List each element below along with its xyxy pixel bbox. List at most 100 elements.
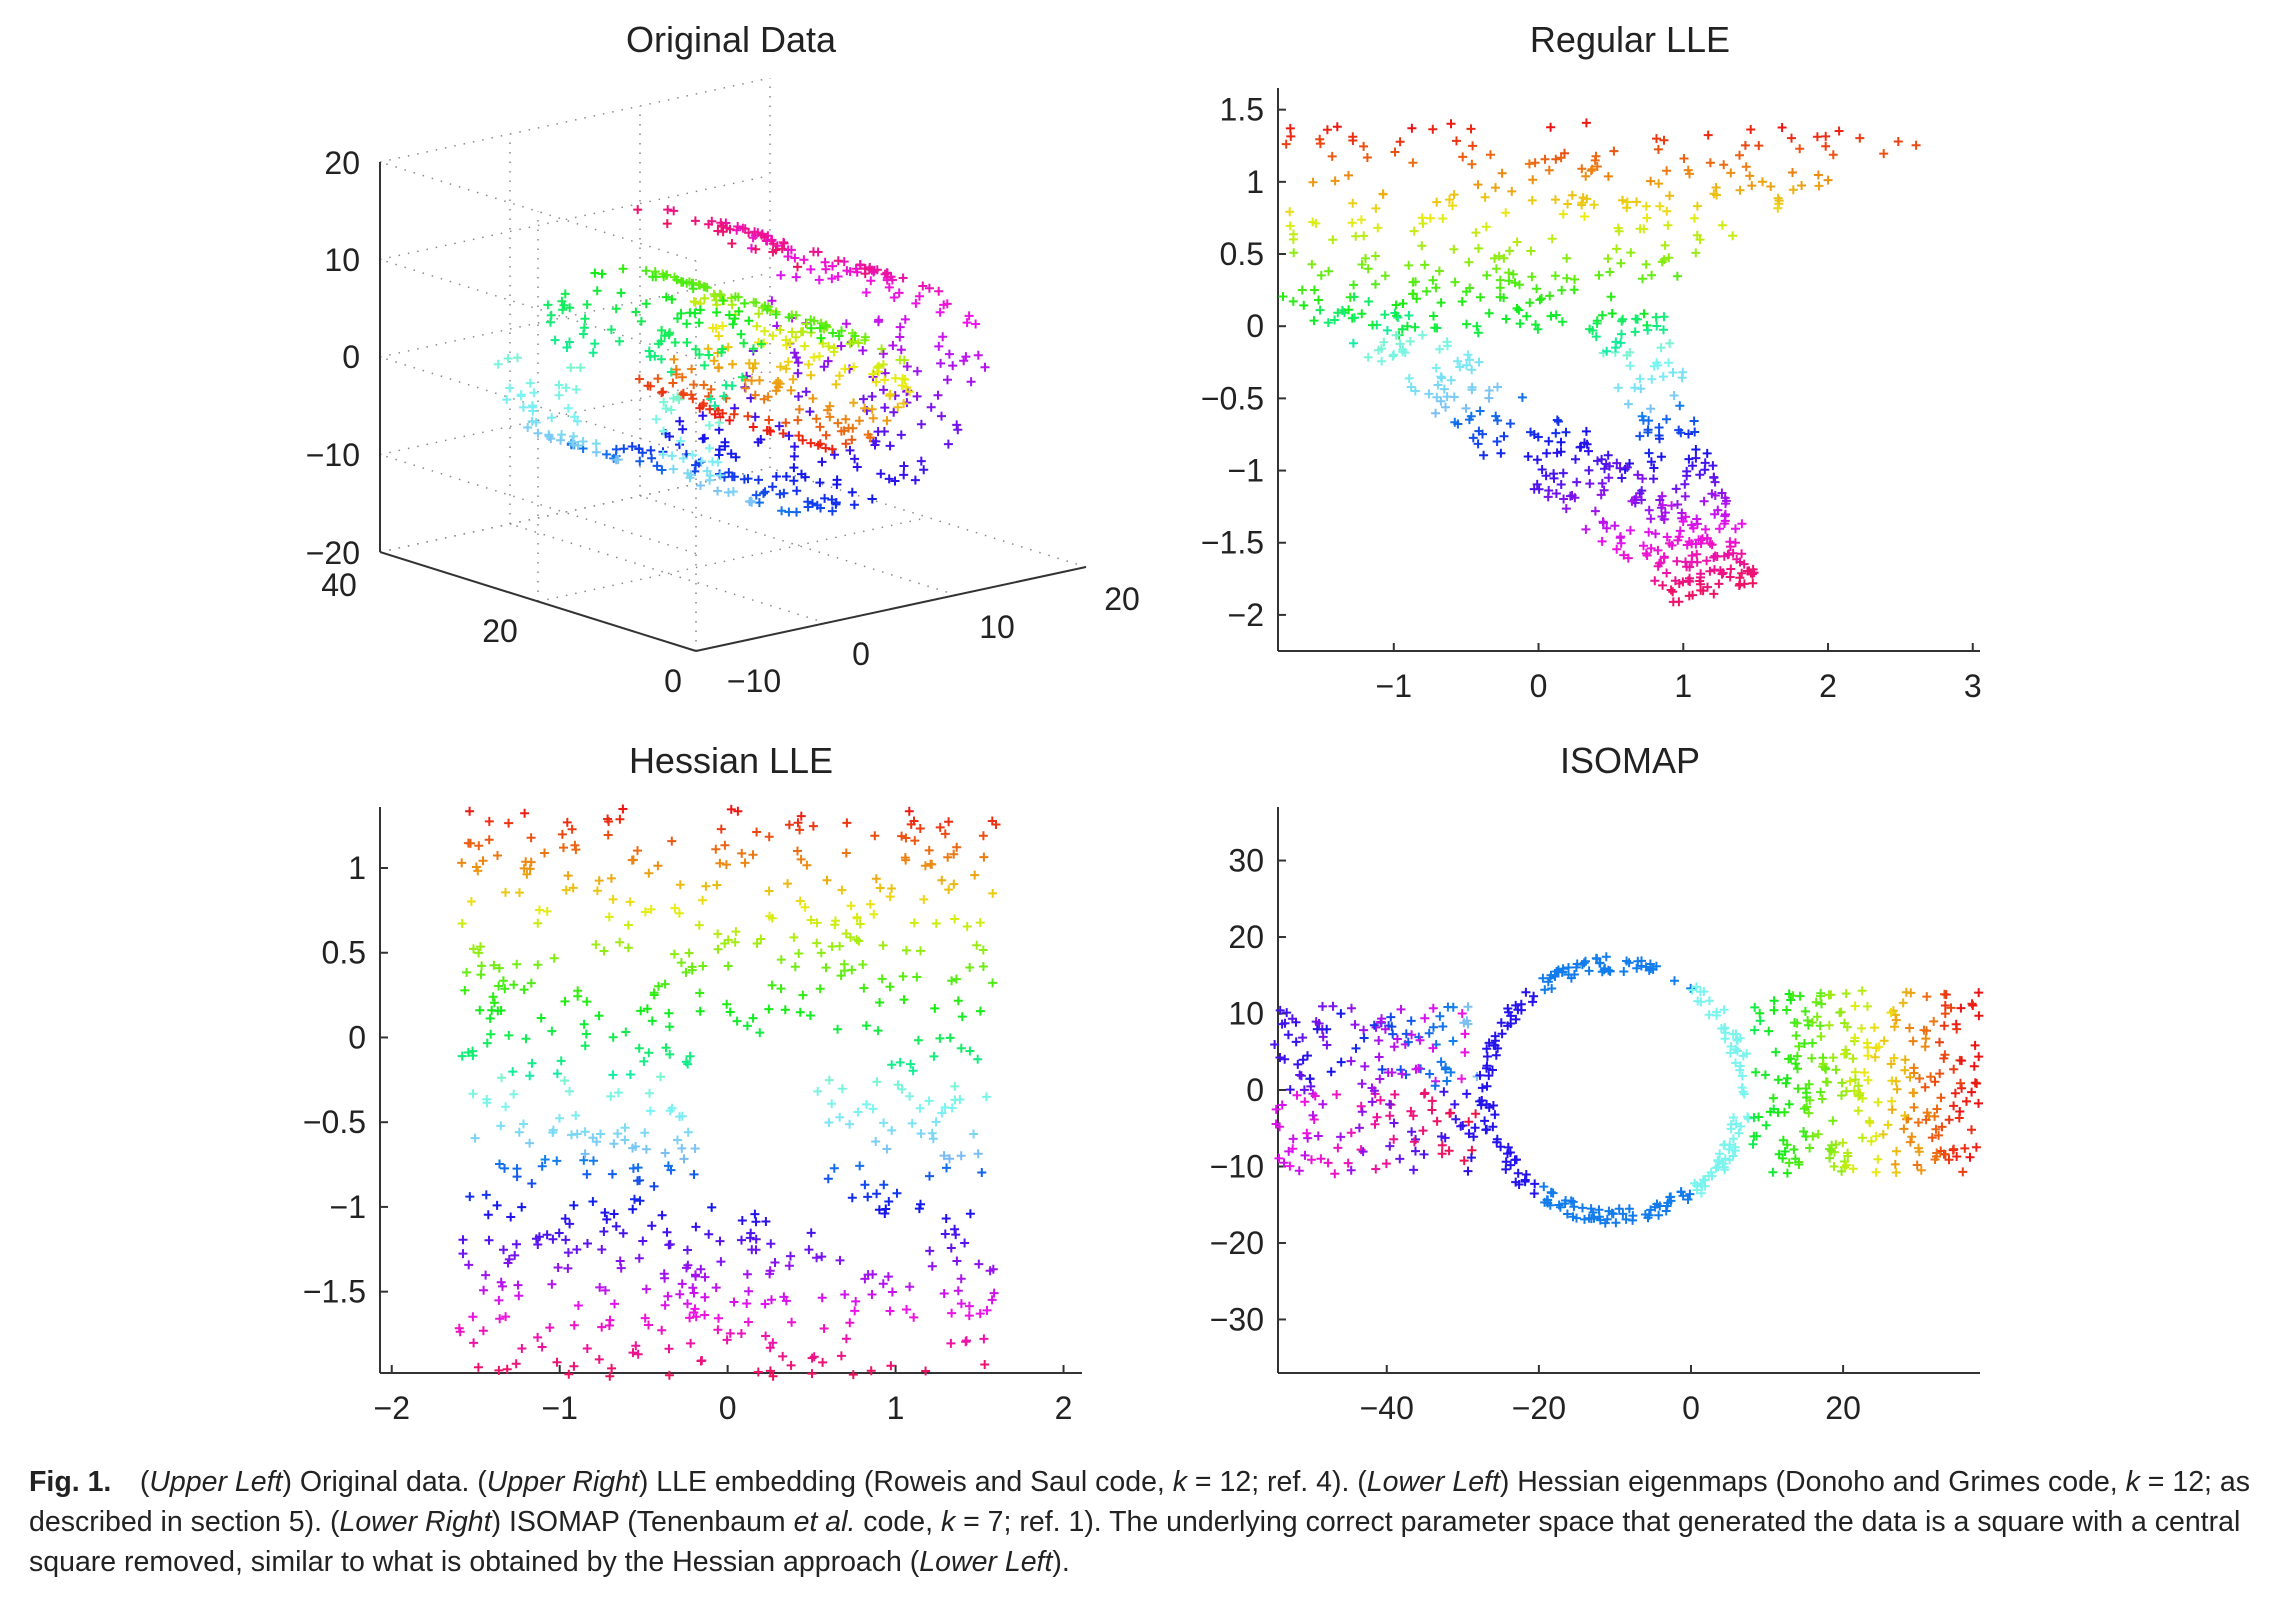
data-point (1336, 1132, 1346, 1142)
data-point (1615, 533, 1625, 543)
data-point (1333, 308, 1343, 318)
data-point (747, 1245, 757, 1255)
data-point (793, 415, 803, 425)
data-point (850, 331, 860, 341)
data-point (1614, 226, 1624, 236)
data-point (688, 284, 698, 294)
data-point (1675, 401, 1685, 411)
data-point (1369, 1020, 1379, 1030)
data-point (940, 1102, 950, 1112)
data-point (1545, 973, 1555, 983)
data-point (1593, 456, 1602, 466)
data-point (561, 885, 571, 895)
data-point (1282, 1008, 1292, 1018)
data-point (1866, 1136, 1876, 1146)
data-point (1545, 291, 1555, 301)
data-point (1381, 1159, 1391, 1169)
data-point (1439, 384, 1449, 394)
data-point (1551, 489, 1561, 498)
data-point (1624, 1204, 1634, 1214)
data-point (1316, 270, 1326, 280)
data-point (1535, 295, 1545, 305)
data-point (1660, 240, 1670, 250)
data-point (925, 1246, 935, 1256)
data-point (1318, 1001, 1327, 1011)
data-point (1840, 1162, 1849, 1172)
data-point (1828, 1053, 1838, 1063)
data-point (1694, 535, 1704, 545)
data-point (533, 1332, 543, 1342)
data-point (1630, 383, 1640, 393)
data-point (1395, 339, 1405, 349)
data-point (961, 352, 971, 362)
data-point (766, 1239, 776, 1249)
data-point (920, 861, 930, 871)
data-point (1380, 271, 1390, 281)
data-point (1900, 1065, 1910, 1075)
data-point (1531, 320, 1541, 330)
data-point (561, 383, 571, 393)
data-point (962, 1336, 971, 1346)
data-point (1370, 1119, 1380, 1129)
data-point (720, 441, 730, 451)
data-point (711, 323, 721, 333)
data-point (721, 860, 731, 870)
data-point (1841, 989, 1851, 998)
data-point (779, 238, 789, 248)
data-point (1298, 1033, 1308, 1043)
data-point (719, 391, 729, 401)
data-point (468, 1089, 478, 1099)
data-point (1690, 1178, 1700, 1188)
x-tick-label: 0 (719, 1390, 737, 1426)
data-point (868, 1104, 878, 1114)
data-point (956, 1274, 966, 1284)
data-point (795, 1007, 805, 1017)
data-point (1425, 213, 1435, 223)
data-point (1582, 194, 1592, 204)
data-point (1420, 260, 1430, 270)
caption-segment: ). (1052, 1546, 1070, 1578)
data-point (833, 272, 843, 281)
data-point (663, 1291, 673, 1301)
data-point (1700, 1181, 1710, 1191)
data-point (1675, 526, 1685, 536)
data-point (948, 361, 958, 371)
data-point (794, 949, 804, 958)
data-point (1440, 1133, 1450, 1143)
data-point (863, 1270, 873, 1280)
data-point (498, 1281, 507, 1291)
data-point (953, 425, 963, 435)
x-tick-label: −10 (727, 663, 781, 699)
data-point (1466, 124, 1476, 134)
data-point (676, 958, 686, 968)
data-point (816, 503, 825, 513)
data-point (760, 487, 770, 497)
data-point (1602, 346, 1612, 356)
data-point (879, 1118, 889, 1128)
data-point (681, 967, 691, 977)
data-point (1659, 553, 1669, 563)
data-point (694, 280, 704, 290)
figure-caption: Fig. 1. (Upper Left) Original data. (Upp… (29, 1462, 2279, 1582)
data-point (717, 347, 726, 357)
data-point (1464, 1117, 1474, 1127)
data-point (660, 1300, 670, 1310)
data-point (1892, 1146, 1901, 1156)
data-point (755, 375, 764, 385)
data-point (1356, 1101, 1366, 1111)
data-point (1315, 305, 1325, 315)
data-point (599, 1227, 609, 1236)
data-point (1685, 562, 1695, 572)
data-point (1662, 568, 1672, 578)
data-point (823, 356, 833, 366)
data-point (606, 325, 616, 335)
data-point (739, 338, 749, 348)
data-point (1922, 1026, 1931, 1036)
data-point (737, 1235, 746, 1245)
grid-line (379, 453, 697, 555)
data-point (1622, 203, 1632, 213)
data-point (465, 806, 475, 816)
data-point (1578, 1203, 1587, 1213)
data-point (1496, 448, 1506, 458)
data-point (514, 1291, 524, 1301)
